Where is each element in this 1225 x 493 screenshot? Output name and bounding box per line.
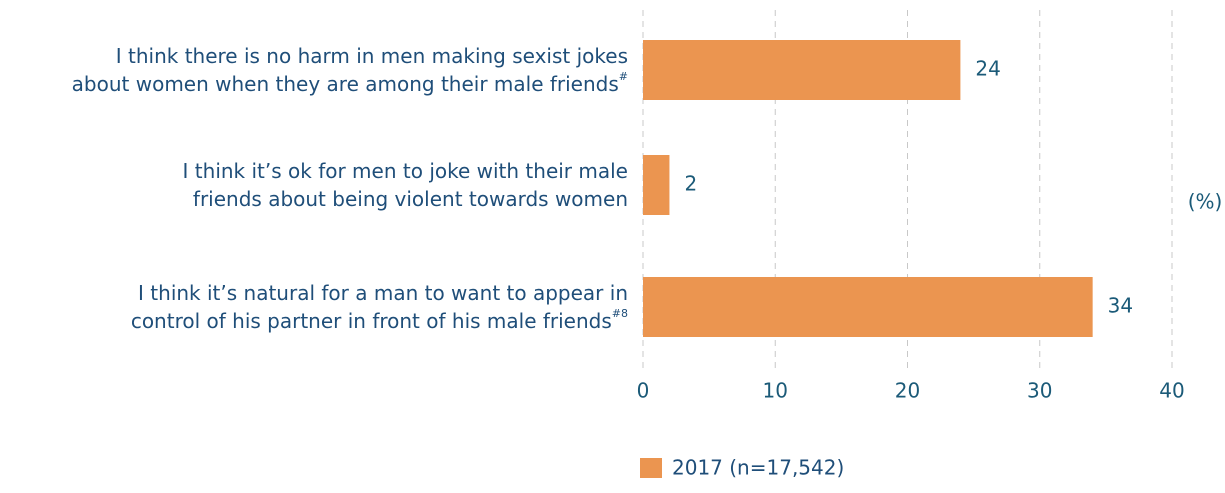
value-label: 2 xyxy=(684,172,697,196)
category-label: I think it’s ok for men to joke with the… xyxy=(183,159,628,183)
x-tick-label: 0 xyxy=(637,379,650,403)
x-tick-label: 40 xyxy=(1159,379,1184,403)
bar xyxy=(643,155,670,215)
x-tick-label: 20 xyxy=(895,379,920,403)
category-label: I think there is no harm in men making s… xyxy=(116,44,628,68)
category-line: I think it’s ok for men to joke with the… xyxy=(183,159,628,183)
category-line: I think it’s natural for a man to want t… xyxy=(138,281,628,305)
category-label: friends about being violent towards wome… xyxy=(193,187,628,211)
category-note: # xyxy=(619,70,628,83)
value-label: 34 xyxy=(1108,294,1133,318)
category-line: about women when they are among their ma… xyxy=(72,72,619,96)
legend-label: 2017 (n=17,542) xyxy=(672,456,844,480)
bar xyxy=(643,277,1093,337)
category-label: control of his partner in front of his m… xyxy=(131,307,628,333)
category-label: I think it’s natural for a man to want t… xyxy=(138,281,628,305)
category-note: #8 xyxy=(612,307,628,320)
category-label: about women when they are among their ma… xyxy=(72,70,628,96)
value-label: 24 xyxy=(975,57,1000,81)
legend-swatch xyxy=(640,458,662,478)
axis-unit: (%) xyxy=(1188,190,1223,214)
bar xyxy=(643,40,961,100)
x-tick-label: 10 xyxy=(763,379,788,403)
category-line: friends about being violent towards wome… xyxy=(193,187,628,211)
category-line: control of his partner in front of his m… xyxy=(131,309,612,333)
x-tick-label: 30 xyxy=(1027,379,1052,403)
category-line: I think there is no harm in men making s… xyxy=(116,44,628,68)
